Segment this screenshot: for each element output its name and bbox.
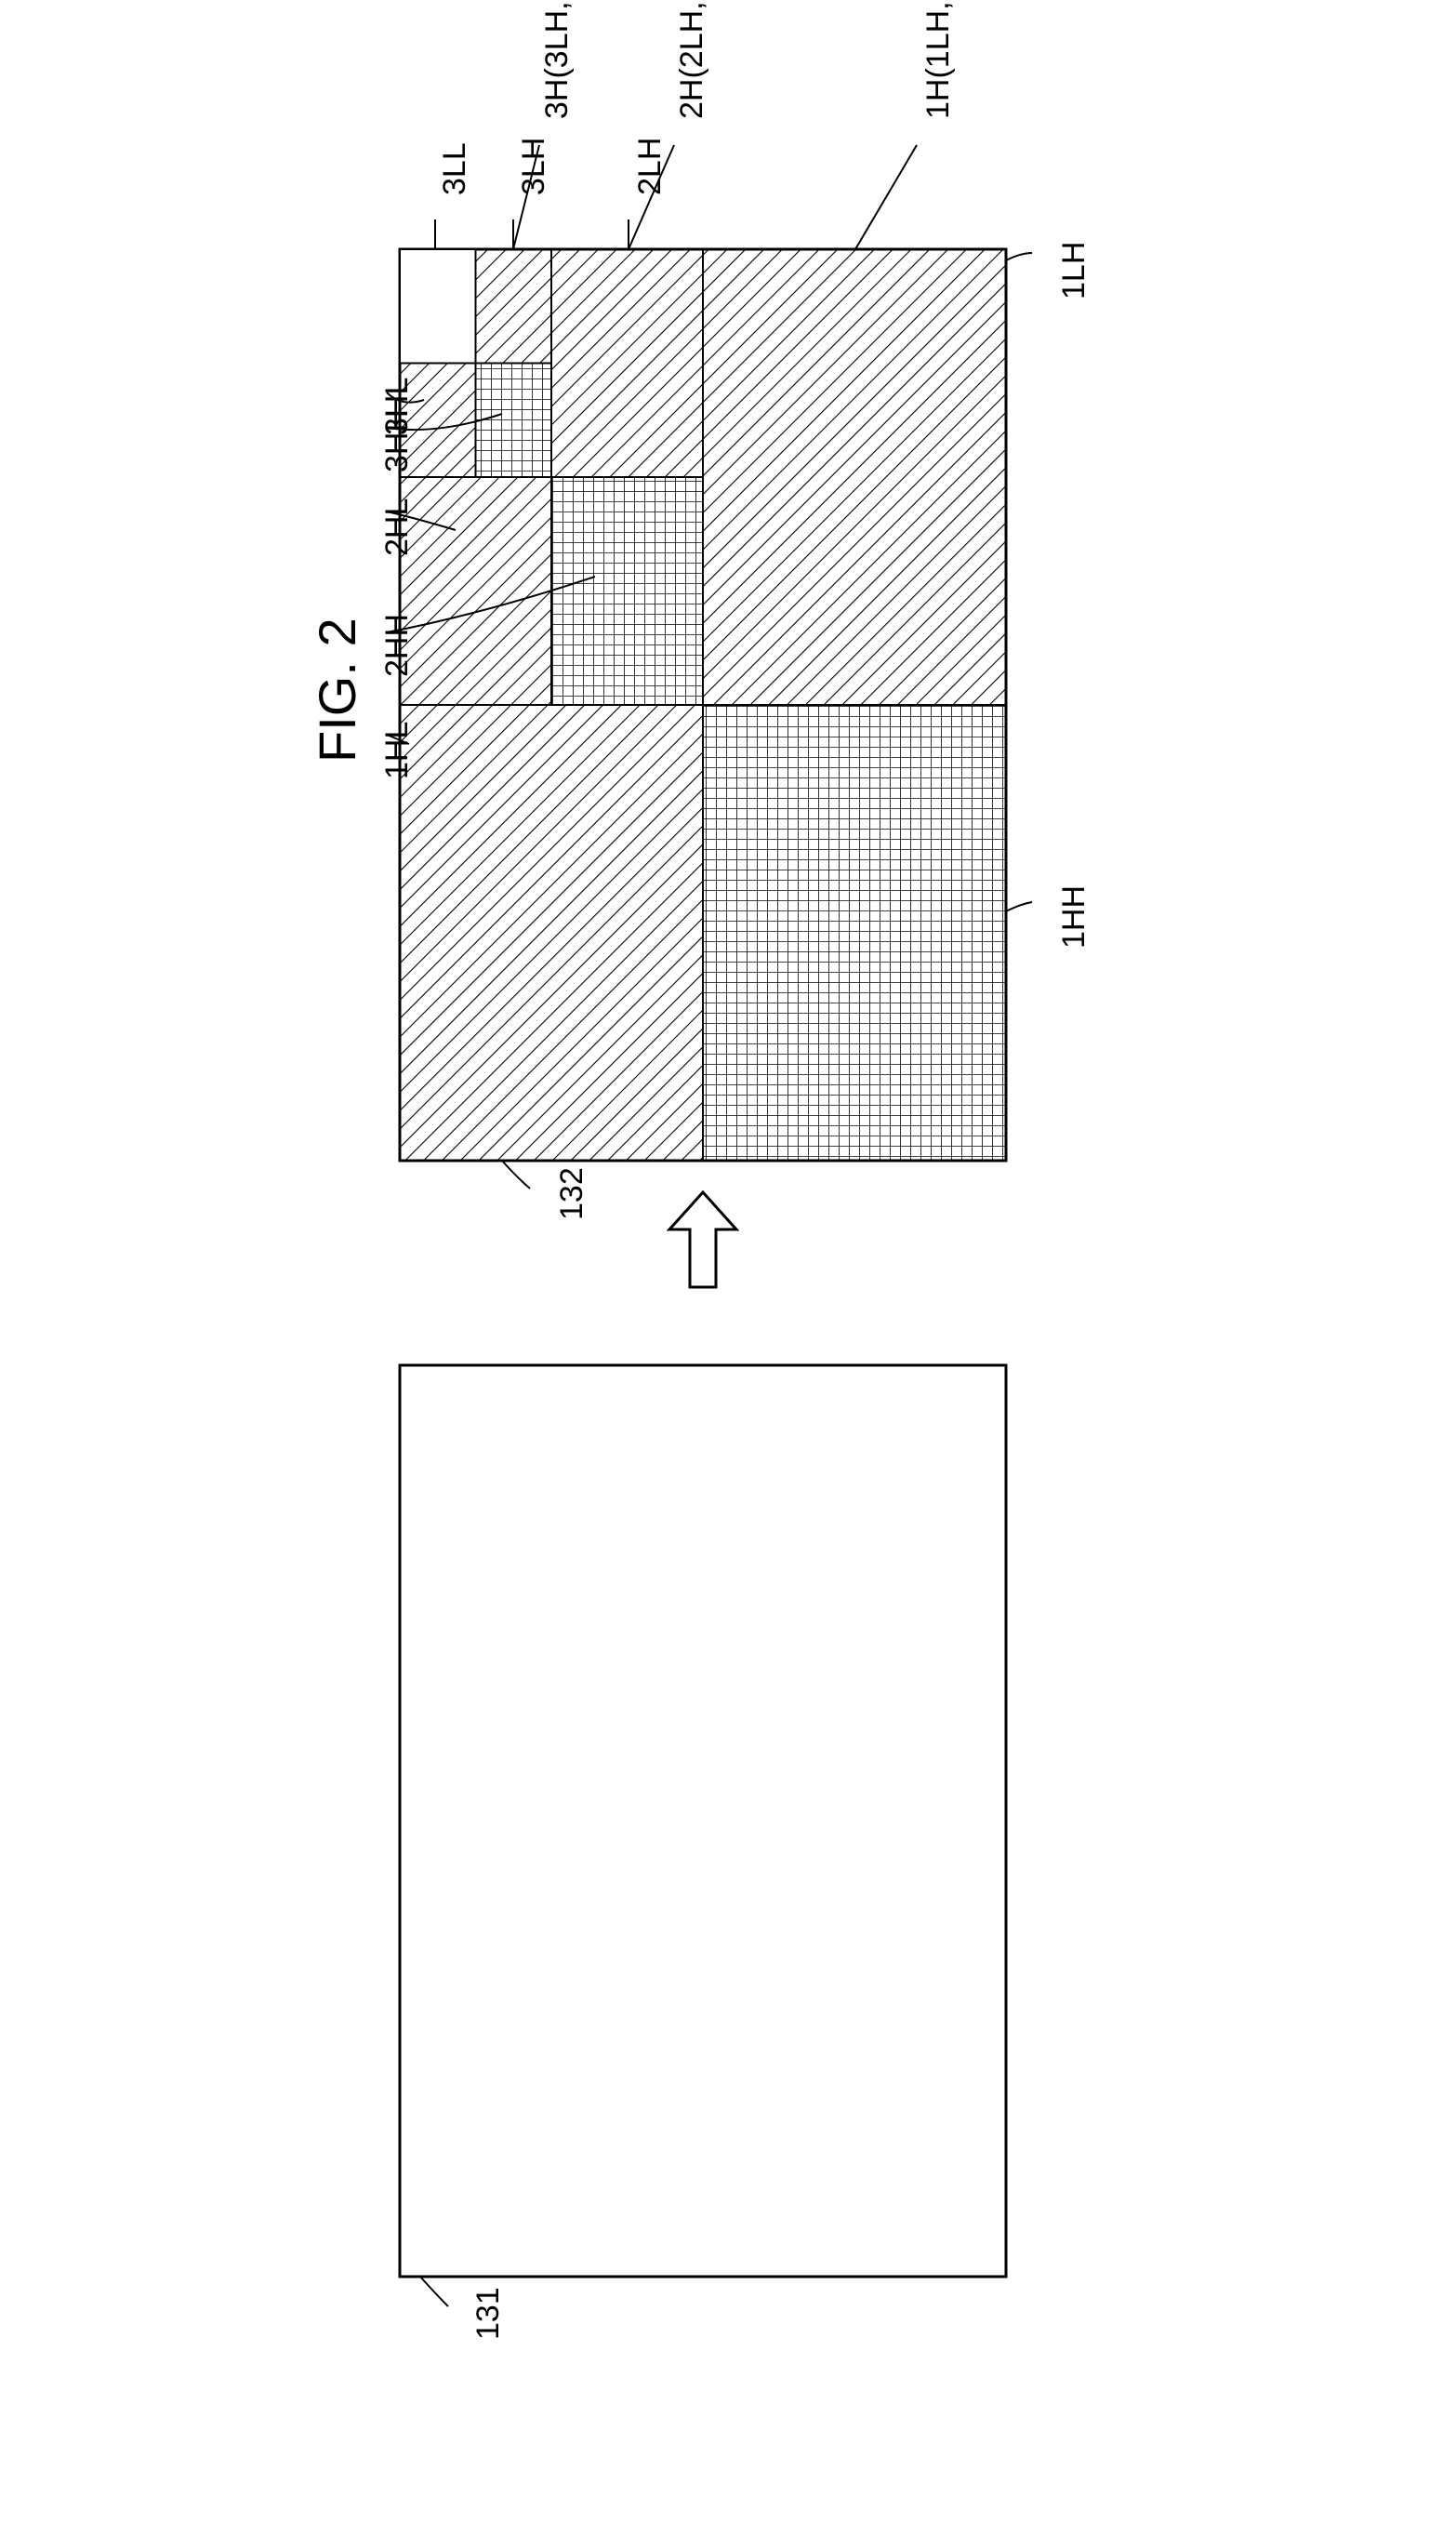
wavelet-decomposition-diagram — [0, 0, 1456, 2524]
subband-1LH — [703, 249, 1006, 705]
label-1HL: 1HL — [379, 722, 416, 779]
arrow-icon — [669, 1192, 736, 1287]
label-group-3H: 3H(3LH,3HL,3HH) — [539, 0, 576, 119]
subband-2LH — [551, 249, 703, 477]
subband-3HH — [476, 364, 552, 478]
leader-131 — [420, 2277, 448, 2306]
label-2HH: 2HH — [379, 614, 416, 677]
source-image-box — [400, 1365, 1006, 2277]
leader-1LH — [1006, 253, 1032, 260]
label-group-1H: 1H(1LH,1HL,1HH) — [920, 0, 957, 119]
label-2LH: 2LH — [632, 138, 668, 195]
label-2HL: 2HL — [379, 498, 416, 556]
leader-132 — [502, 1161, 530, 1189]
label-3LL: 3LL — [437, 142, 473, 195]
label-3LH: 3LH — [516, 138, 552, 195]
label-group-2H: 2H(2LH,2HL,2HH) — [674, 0, 710, 119]
label-3HH: 3HH — [379, 409, 416, 472]
leader-1HH — [1006, 902, 1032, 911]
subband-3LL — [400, 249, 476, 364]
subband-1HL — [400, 705, 703, 1161]
subband-2HH — [551, 477, 703, 705]
label-1HH: 1HH — [1056, 885, 1092, 949]
subband-1HH — [703, 705, 1006, 1161]
leader-group-1H — [855, 145, 917, 249]
page: FIG. 2 — [0, 0, 1456, 2524]
label-132: 132 — [554, 1167, 590, 1220]
label-1LH: 1LH — [1056, 242, 1092, 299]
label-131: 131 — [470, 2287, 507, 2340]
subband-2HL — [400, 477, 551, 705]
subband-3LH — [476, 249, 552, 364]
